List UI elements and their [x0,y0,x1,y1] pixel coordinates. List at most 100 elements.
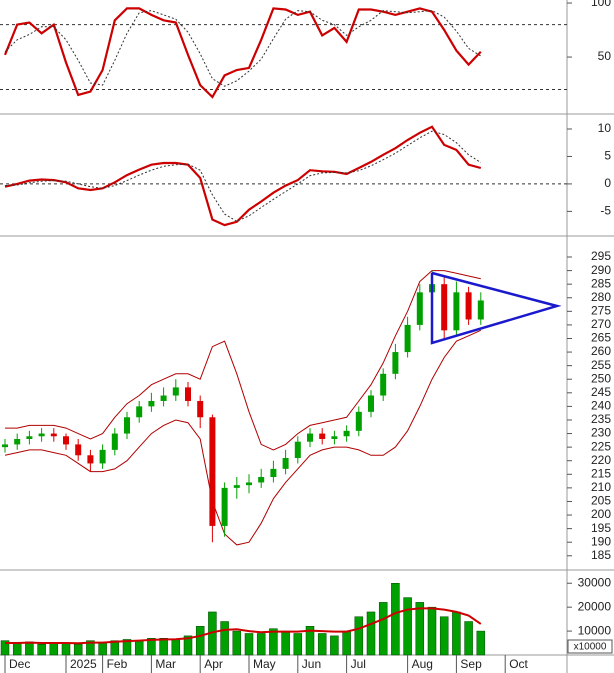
candle-body [453,292,460,331]
candle-body [14,438,21,445]
x-tick-label: May [253,657,276,671]
candle-body [87,455,94,464]
volume-bar [342,630,351,656]
volume-bar [232,630,242,656]
volume-ma [5,607,482,645]
y-tick-label: 275 [591,304,611,318]
candle-body [136,406,143,418]
candle-body [416,292,423,325]
volume-bar [427,606,437,656]
y-tick-label: 285 [591,276,611,290]
indicator-line [4,130,482,222]
candle-body [124,417,130,434]
y-tick-label: 295 [591,249,611,263]
candle-body [197,400,204,418]
volume-bar [403,597,412,656]
y-tick-label: 195 [591,521,611,535]
candle-body [270,468,277,478]
volume-bar [98,642,107,656]
y-tick-label: 250 [591,371,611,385]
y-tick-label: 215 [591,466,611,480]
y-tick-label: 270 [591,317,611,331]
y-tick-label: 260 [591,344,611,358]
volume-bar [183,635,193,656]
candle-body [441,284,448,331]
y-tick-label: 230 [591,426,611,440]
candle-body [246,482,252,486]
y-tick-label: 50 [598,49,612,63]
volume-bar [12,642,22,656]
candle-body [26,436,33,439]
candle-body [111,433,118,450]
y-tick-label: 265 [591,331,611,345]
candle-body [148,400,155,407]
triangle-lines [430,271,562,345]
volume-bar [25,641,34,656]
y-tick-label: 220 [591,453,611,467]
y-tick-label: 240 [591,399,611,413]
indicator-line [3,7,482,99]
y-tick-label: 280 [591,290,611,304]
volume-bar [195,626,205,656]
volume-bar [269,628,278,656]
x-tick-label: Aug [412,657,433,671]
y-tick-label: 5 [604,149,611,163]
candle-body [258,477,265,483]
candle-body [477,300,484,320]
candle-body [63,436,69,445]
y-tick-label: 290 [591,263,611,277]
x-tick-label: Oct [509,657,528,671]
candle-body [319,433,326,439]
candle-body [172,387,179,396]
volume-bar [366,611,376,656]
volume-bar [122,639,132,656]
candle-body [465,292,472,320]
volume-bar [391,582,400,656]
candle-body [99,449,106,464]
volume-bar [305,626,315,656]
candle-body [355,411,362,431]
y-tick-label: 245 [591,385,611,399]
volume-bar [171,639,181,656]
triangle-pattern [430,271,562,345]
volume-bar [464,621,473,656]
candle-body [233,485,240,488]
volume-bar [354,616,364,656]
candle-body [50,433,57,437]
y-tick-label: 210 [591,480,611,494]
y-tick-label: 185 [591,548,611,562]
volume-bar [415,602,425,656]
candle-body [2,444,8,448]
volume-bar [378,602,388,656]
y-tick-label: 10000 [578,623,612,637]
volume-bar [37,643,46,656]
x-tick-label: Dec [9,657,30,671]
candle-body [221,487,228,526]
candle-body [160,395,167,401]
y-tick-label: 10 [598,121,612,135]
y-tick-label: 225 [591,439,611,453]
candle-body [380,373,387,396]
volume-bar [134,640,144,656]
volume-bar [110,640,120,656]
volume-bar [86,640,95,656]
volume-bar [330,635,339,656]
volume-bar [439,616,449,656]
y-tick-label: 20000 [578,599,612,613]
candle-body [343,430,350,437]
candle-body [282,458,289,469]
candle-body [307,433,313,442]
volume-bar [281,630,290,656]
y-tick-label: 100 [591,0,611,9]
y-tick-label: 205 [591,494,611,508]
y-tick-label: 30000 [578,575,612,589]
volume-bar [244,633,254,656]
x-tick-label: Jun [302,657,321,671]
volume-bar [159,638,168,656]
x-tick-label: Feb [107,657,128,671]
candle-body [75,444,82,456]
x-tick-label: Jul [351,657,366,671]
x-tick-label: 2025 [70,657,97,671]
